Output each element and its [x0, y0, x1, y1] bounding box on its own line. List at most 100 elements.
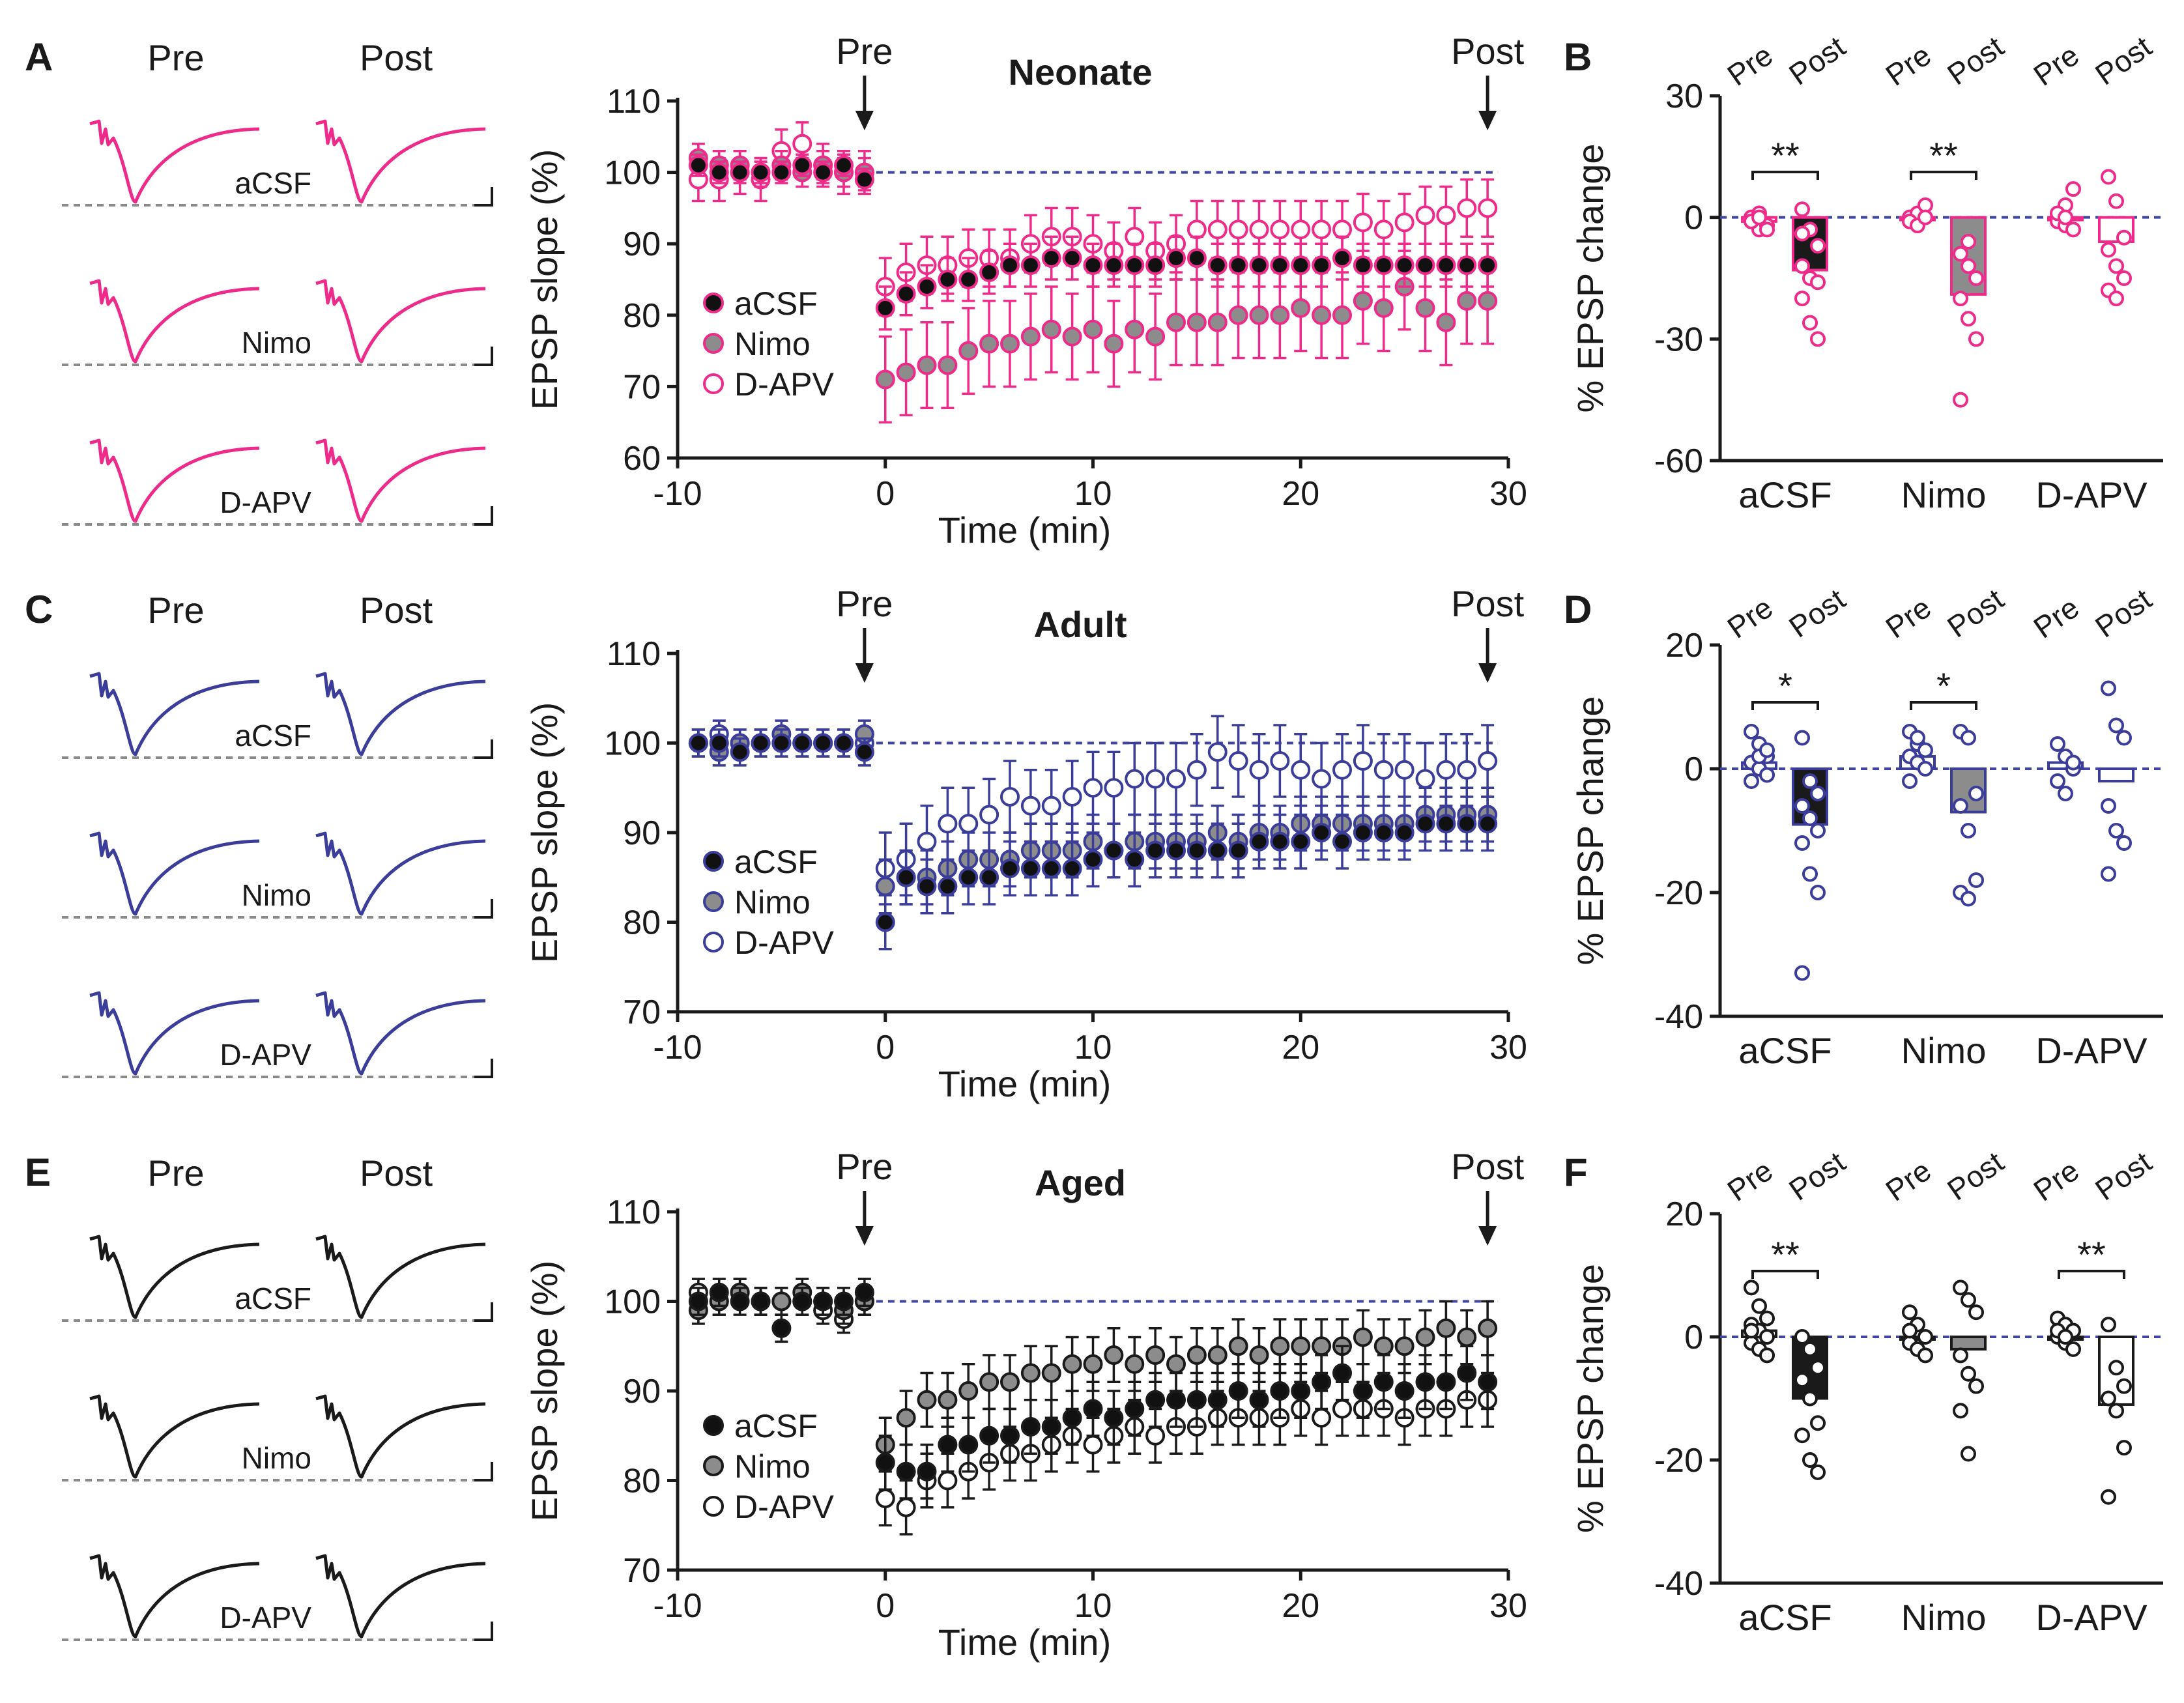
trace-post-nimo: [315, 831, 486, 916]
x-axis-label: Time (min): [938, 509, 1111, 551]
dot-post: [1953, 291, 1968, 307]
data-point: [1020, 255, 1041, 276]
trace-pre-acsf: [89, 672, 260, 756]
data-point: [1353, 291, 1373, 311]
data-point: [1104, 255, 1124, 276]
data-point: [1332, 220, 1352, 240]
data-point: [875, 876, 895, 896]
x-tick-label: 10: [1074, 475, 1112, 513]
data-point: [1249, 305, 1269, 325]
y-tick-label: 70: [623, 1552, 661, 1590]
x-tick-label: 10: [1074, 1587, 1112, 1625]
line-plot-aged: 70 80 90 100 110 -10 0 10 20 30 Time (min) EPSP slo…: [524, 1146, 1527, 1663]
panel-label-A: A: [25, 35, 53, 79]
data-point: [1207, 1390, 1228, 1410]
data-point: [1312, 1336, 1332, 1356]
data-point: [1228, 220, 1248, 240]
dot-post: [2116, 835, 2132, 851]
data-point: [1270, 1336, 1290, 1356]
dot-pre: [1759, 1347, 1775, 1364]
data-point: [813, 733, 833, 753]
data-point: [1270, 1381, 1290, 1401]
traces-adult: Pre Post aCSF Nimo D-APV: [62, 590, 495, 1078]
legend-label-d-apv: D-APV: [734, 1489, 834, 1525]
data-point: [1207, 1345, 1228, 1365]
dot-post: [2108, 193, 2124, 209]
data-point: [751, 1291, 771, 1311]
legend-label-nimo: Nimo: [734, 884, 811, 921]
data-point: [1083, 778, 1103, 798]
dot-post: [2108, 1403, 2124, 1419]
data-point: [1312, 1372, 1332, 1392]
dot-post: [1968, 786, 1984, 801]
trace-header-post: Post: [360, 590, 433, 631]
data-point: [1000, 1372, 1020, 1392]
scale-bar: [474, 1462, 493, 1481]
chart-title: Aged: [1035, 1162, 1126, 1203]
header-post: Post: [1783, 29, 1851, 92]
trace-header-pre: Pre: [147, 37, 204, 78]
dot-post: [2116, 1440, 2132, 1456]
data-point: [771, 1291, 792, 1311]
data-point: [1207, 312, 1228, 332]
data-point: [1457, 1327, 1477, 1347]
data-point: [1291, 255, 1311, 276]
significance-label: **: [1771, 1234, 1800, 1275]
data-point: [1436, 205, 1456, 225]
dot-post: [1953, 1280, 1968, 1296]
data-point: [1207, 220, 1228, 240]
arrow-pre-label: Pre: [836, 1146, 893, 1187]
header-pre: Pre: [1880, 38, 1937, 93]
data-point: [1436, 760, 1456, 780]
significance-bracket: [1910, 701, 1977, 710]
dot-post: [1953, 246, 1968, 262]
data-point: [1228, 751, 1248, 771]
data-point: [1353, 212, 1373, 233]
x-tick-label: 30: [1489, 475, 1527, 513]
data-point: [771, 1318, 792, 1338]
y-tick-label: -20: [1654, 1442, 1703, 1480]
significance-label: **: [1771, 135, 1800, 176]
data-point: [1312, 1408, 1332, 1428]
data-point: [1394, 823, 1415, 842]
data-point: [813, 162, 833, 182]
significance-bracket: [1751, 701, 1819, 710]
data-point: [1373, 255, 1394, 276]
data-point: [1041, 319, 1061, 339]
data-point: [1041, 1417, 1061, 1437]
data-point: [1104, 1408, 1124, 1428]
data-point: [730, 1291, 750, 1311]
dot-pre: [2058, 1329, 2073, 1345]
legend-label-acsf: aCSF: [734, 1408, 818, 1444]
data-point: [958, 341, 979, 361]
data-point: [1312, 823, 1332, 842]
trace-header-post: Post: [360, 37, 433, 78]
data-point: [1291, 831, 1311, 852]
data-point: [1457, 760, 1477, 780]
x-tick-label: 30: [1489, 1587, 1527, 1625]
bar-post-d-apv: [2098, 767, 2134, 782]
data-point: [771, 162, 792, 182]
dot-pre: [1902, 1304, 1918, 1321]
data-point: [1373, 1372, 1394, 1392]
data-point: [688, 1291, 708, 1311]
data-point: [1186, 312, 1207, 332]
dot-post: [1810, 274, 1826, 291]
dot-post: [2101, 169, 2116, 185]
dot-post: [1794, 1427, 1810, 1444]
data-point: [938, 270, 958, 289]
data-point: [1436, 1372, 1456, 1392]
data-point: [1270, 831, 1290, 852]
data-point: [917, 276, 937, 296]
data-point: [938, 876, 958, 896]
dot-post: [1961, 1446, 1976, 1462]
group-label-nimo: Nimo: [1901, 1597, 1987, 1638]
y-tick-label: 110: [607, 83, 661, 121]
data-point: [771, 733, 792, 753]
data-point: [1436, 814, 1456, 834]
data-point: [1207, 840, 1228, 861]
data-point: [896, 1461, 916, 1481]
header-post: Post: [1783, 1145, 1851, 1207]
data-point: [979, 263, 999, 283]
dot-pre: [2058, 786, 2073, 801]
